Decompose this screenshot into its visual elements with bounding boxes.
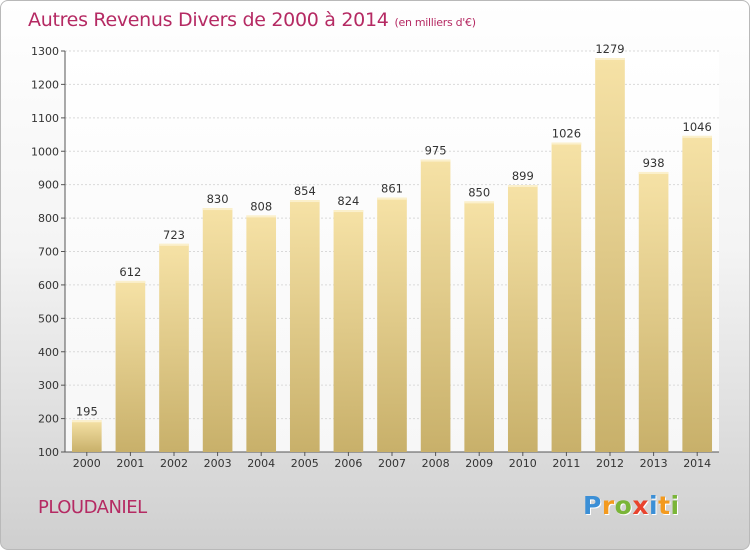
x-tick-label: 2004 bbox=[247, 457, 275, 470]
logo-letter: i bbox=[670, 491, 680, 520]
logo-letter: P bbox=[583, 491, 602, 520]
bar-highlight bbox=[159, 243, 189, 246]
logo-letter: r bbox=[601, 491, 615, 520]
logo-letter: o bbox=[614, 491, 633, 520]
y-tick-label: 400 bbox=[38, 346, 59, 359]
city-name: PLOUDANIEL bbox=[38, 497, 147, 518]
bar-highlight bbox=[551, 142, 582, 145]
data-label: 899 bbox=[512, 169, 534, 183]
bar bbox=[420, 159, 451, 452]
data-label: 850 bbox=[468, 185, 490, 199]
bar-highlight bbox=[464, 201, 495, 204]
y-tick-label: 1000 bbox=[31, 145, 59, 158]
bar-highlight bbox=[246, 215, 277, 218]
logo-letter: x bbox=[632, 491, 649, 520]
logo-letter: t bbox=[658, 491, 671, 520]
x-tick-label: 2009 bbox=[465, 457, 493, 470]
bar bbox=[638, 171, 669, 453]
x-tick-label: 2008 bbox=[422, 457, 450, 470]
bar bbox=[377, 197, 407, 452]
data-label: 938 bbox=[643, 156, 665, 170]
x-tick-label: 2011 bbox=[552, 457, 580, 470]
data-label: 975 bbox=[425, 144, 447, 158]
y-tick-label: 300 bbox=[38, 379, 59, 392]
x-tick-label: 2006 bbox=[334, 457, 362, 470]
y-tick-label: 1100 bbox=[31, 112, 59, 125]
data-label: 612 bbox=[119, 265, 141, 279]
chart-title-text: Autres Revenus Divers de 2000 à 2014 bbox=[28, 9, 389, 31]
chart-subtitle: (en milliers d'€) bbox=[394, 16, 476, 29]
bar-highlight bbox=[682, 135, 713, 138]
y-tick-label: 900 bbox=[38, 179, 59, 192]
x-tick-label: 2014 bbox=[683, 457, 711, 470]
data-label: 1026 bbox=[552, 127, 581, 141]
bar bbox=[71, 420, 102, 452]
data-label: 854 bbox=[294, 184, 316, 198]
bar bbox=[464, 201, 495, 452]
bar bbox=[289, 200, 320, 452]
bar bbox=[682, 135, 713, 452]
bar bbox=[333, 210, 364, 452]
bar-highlight bbox=[377, 197, 407, 200]
bar bbox=[202, 208, 233, 452]
bar-highlight bbox=[638, 171, 669, 174]
bar-highlight bbox=[507, 185, 538, 188]
x-tick-label: 2013 bbox=[640, 457, 668, 470]
data-label: 723 bbox=[163, 228, 185, 242]
bar bbox=[551, 142, 582, 453]
x-tick-label: 2003 bbox=[204, 457, 232, 470]
bar bbox=[595, 58, 625, 453]
bar-highlight bbox=[202, 208, 233, 211]
bar-highlight bbox=[333, 210, 364, 213]
x-tick-label: 2005 bbox=[291, 457, 319, 470]
x-tick-label: 2007 bbox=[378, 457, 406, 470]
data-label: 1279 bbox=[595, 42, 624, 56]
x-tick-label: 2010 bbox=[509, 457, 537, 470]
x-tick-label: 2002 bbox=[160, 457, 188, 470]
bar-highlight bbox=[420, 159, 451, 162]
bar bbox=[115, 280, 146, 452]
y-tick-label: 1300 bbox=[31, 45, 59, 58]
bar bbox=[246, 215, 277, 452]
chart-title: Autres Revenus Divers de 2000 à 2014 (en … bbox=[28, 9, 476, 31]
y-tick-label: 600 bbox=[38, 279, 59, 292]
data-label: 830 bbox=[207, 192, 229, 206]
data-label: 861 bbox=[381, 182, 403, 196]
bar bbox=[507, 185, 538, 452]
bar-highlight bbox=[71, 420, 102, 423]
x-tick-label: 2012 bbox=[596, 457, 624, 470]
bar-highlight bbox=[595, 58, 625, 61]
proxiti-logo: Proxiti bbox=[583, 491, 680, 520]
data-label: 824 bbox=[337, 194, 359, 208]
y-tick-label: 1200 bbox=[31, 78, 59, 91]
y-tick-label: 700 bbox=[38, 246, 59, 259]
logo-letter: i bbox=[649, 491, 659, 520]
bar-highlight bbox=[115, 280, 146, 283]
y-tick-label: 100 bbox=[38, 446, 59, 459]
data-label: 195 bbox=[76, 404, 98, 418]
y-tick-label: 800 bbox=[38, 212, 59, 225]
x-tick-label: 2000 bbox=[73, 457, 101, 470]
data-label: 808 bbox=[250, 199, 272, 213]
data-label: 1046 bbox=[683, 120, 712, 134]
x-tick-label: 2001 bbox=[116, 457, 144, 470]
bar bbox=[159, 243, 189, 452]
bar-highlight bbox=[289, 200, 320, 203]
y-tick-label: 200 bbox=[38, 413, 59, 426]
y-tick-label: 500 bbox=[38, 312, 59, 325]
